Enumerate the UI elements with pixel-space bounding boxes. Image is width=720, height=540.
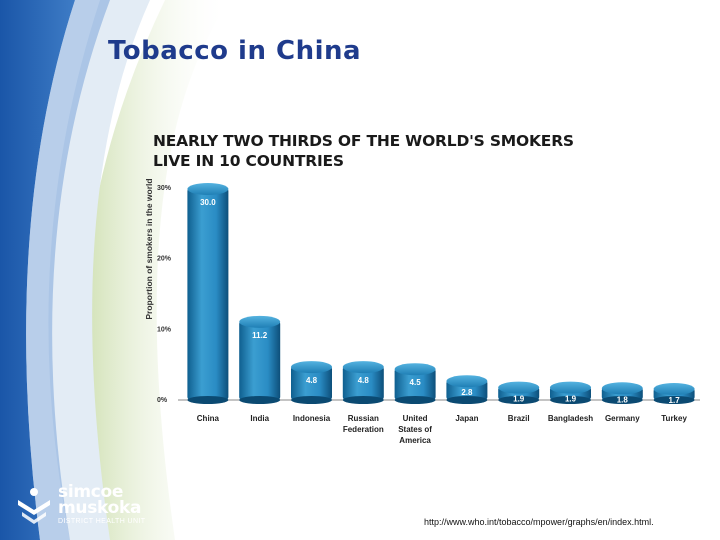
category-label: America xyxy=(399,436,431,445)
bar-cap xyxy=(550,381,591,394)
chart-title-line-2: LIVE IN 10 COUNTRIES xyxy=(153,152,344,170)
bar xyxy=(394,368,436,400)
bar-base xyxy=(342,396,384,404)
bar-base xyxy=(394,396,436,404)
logo-unit: DISTRICT HEALTH UNIT xyxy=(58,518,146,525)
green-swoosh xyxy=(80,0,230,540)
logo-line-1: simcoe xyxy=(58,482,124,502)
category-label: Bangladesh xyxy=(548,414,593,423)
slide-title: Tobacco in China xyxy=(108,36,362,66)
bar-value-label: 1.7 xyxy=(669,396,681,405)
category-label: Japan xyxy=(455,414,478,423)
category-label: China xyxy=(197,414,220,423)
bar-base xyxy=(498,396,540,404)
category-label: Turkey xyxy=(661,414,687,423)
y-tick-label: 30% xyxy=(157,185,172,192)
category-label: States of xyxy=(398,425,432,434)
bar xyxy=(342,366,384,400)
bar-value-label: 1.8 xyxy=(617,395,629,404)
bar-cap xyxy=(394,363,436,376)
y-axis-label: Proportion of smokers in the world xyxy=(144,178,154,319)
bar-cap xyxy=(601,382,643,395)
chart-title-line-1: NEARLY TWO THIRDS OF THE WORLD'S SMOKERS xyxy=(153,132,574,150)
category-label: Russian xyxy=(348,414,379,423)
bar-base xyxy=(550,396,591,404)
bar-cap xyxy=(187,183,229,195)
bar-cap xyxy=(653,382,695,395)
people-logo-icon xyxy=(18,488,50,524)
bar-value-label: 1.9 xyxy=(513,395,525,404)
bar-value-label: 4.8 xyxy=(306,376,318,385)
category-label: Germany xyxy=(605,414,640,423)
blue-band xyxy=(0,0,75,540)
bar-cap xyxy=(446,375,488,388)
bar-value-label: 4.5 xyxy=(410,378,422,387)
category-label: Brazil xyxy=(508,414,530,423)
bar-cap xyxy=(498,381,540,394)
bar-cap xyxy=(342,361,384,374)
bar-value-label: 2.8 xyxy=(461,388,473,397)
bar-base xyxy=(239,396,281,404)
simcoe-muskoka-logo: simcoe muskoka DISTRICT HEALTH UNIT xyxy=(14,482,174,526)
bar-base xyxy=(446,396,488,404)
bar-base xyxy=(653,396,695,404)
category-label: United xyxy=(403,414,428,423)
category-label: India xyxy=(250,414,269,423)
light-swoosh xyxy=(48,0,150,540)
bar-value-label: 11.2 xyxy=(252,331,268,340)
category-label: Federation xyxy=(343,425,384,434)
y-tick-label: 0% xyxy=(157,397,168,404)
bar-base xyxy=(601,396,643,404)
bar xyxy=(187,188,229,400)
bar-value-label: 4.8 xyxy=(358,376,370,385)
chart-title: NEARLY TWO THIRDS OF THE WORLD'S SMOKERS… xyxy=(153,131,574,171)
bar-base xyxy=(187,396,229,404)
y-tick-label: 20% xyxy=(157,256,172,263)
bar xyxy=(239,320,281,400)
source-url: http://www.who.int/tobacco/mpower/graphs… xyxy=(424,517,654,527)
bar-cap xyxy=(239,315,281,328)
bar xyxy=(291,366,332,400)
bar-cap xyxy=(291,361,332,374)
category-label: Indonesia xyxy=(293,414,331,423)
bar-value-label: 30.0 xyxy=(200,198,216,207)
bar-value-label: 1.9 xyxy=(565,395,577,404)
blue-swoosh-edge xyxy=(26,0,110,540)
bar-base xyxy=(291,396,332,404)
logo-line-2: muskoka xyxy=(58,498,142,518)
y-tick-label: 10% xyxy=(157,326,172,333)
